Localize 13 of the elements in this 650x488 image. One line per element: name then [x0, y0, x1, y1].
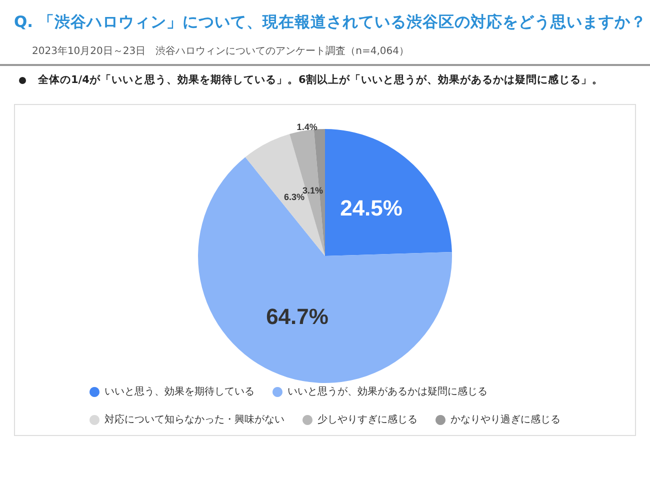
chart-subtitle: 2023年10月20日～23日 渋谷ハロウィンについてのアンケート調査（n=4,064）	[32, 44, 409, 58]
data-label: 24.5%	[340, 196, 402, 221]
data-label: 3.1%	[302, 186, 323, 196]
data-label: 64.7%	[266, 304, 328, 329]
legend-label: いいと思うが、効果があるかは疑問に感じる	[288, 386, 488, 398]
legend-label: かなりやり過ぎに感じる	[450, 414, 560, 426]
legend-label: 少しやりすぎに感じる	[318, 414, 418, 426]
data-label: 6.3%	[284, 192, 305, 202]
legend-label: いいと思う、効果を期待している	[104, 386, 254, 398]
chart-title: Q. 「渋谷ハロウィン」について、現在報道されている渋谷区の対応をどう思いますか？	[14, 12, 646, 33]
data-label: 1.4%	[296, 122, 318, 132]
text: 全体の1/4が「いいと思う、効果を期待している」。6割以上が「いいと思うが、効果があるかは疑問に感じる」。	[38, 73, 603, 87]
legend-label: 対応について知らなかった・興味がない	[104, 414, 284, 426]
